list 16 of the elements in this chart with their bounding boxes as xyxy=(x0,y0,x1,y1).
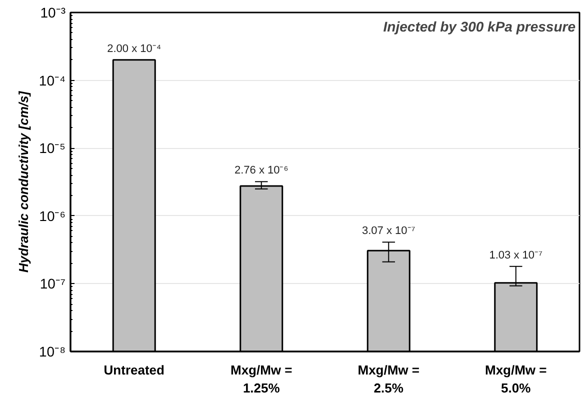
x-tick-label: Mxg/Mw = 5.0% xyxy=(484,362,548,396)
data-label: 2.76 x 10⁻⁶ xyxy=(234,164,288,177)
y-tick-label: 10⁻⁴ xyxy=(38,72,66,88)
data-label: 2.00 x 10⁻⁴ xyxy=(107,42,162,55)
y-tick-label: 10⁻⁶ xyxy=(39,208,66,224)
data-label: 3.07 x 10⁻⁷ xyxy=(362,225,416,238)
y-tick-label: 10⁻⁵ xyxy=(39,140,66,156)
y-tick-label: 10⁻⁷ xyxy=(40,276,66,292)
x-tick-label: Untreated xyxy=(104,362,165,378)
annotation: Injected by 300 kPa pressure xyxy=(383,18,576,34)
y-axis-title: Hydraulic conductivity [cm/s] xyxy=(16,90,31,273)
x-tick-label: Mxg/Mw = 1.25% xyxy=(230,362,293,396)
y-tick-label: 10⁻³ xyxy=(40,4,66,20)
data-label: 1.03 x 10⁻⁷ xyxy=(489,249,543,262)
x-tick-label: Mxg/Mw = 2.5% xyxy=(358,362,420,396)
y-tick-label: 10⁻⁸ xyxy=(39,344,66,360)
